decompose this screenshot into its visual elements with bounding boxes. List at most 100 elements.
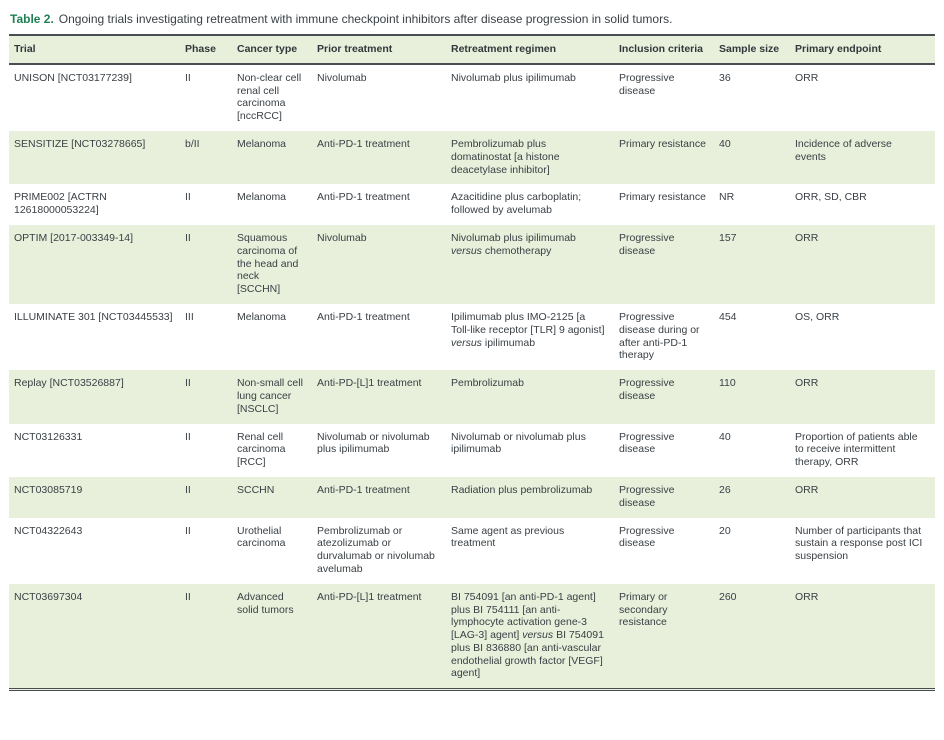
cell-retreatment-regimen: Pembrolizumab <box>451 377 524 390</box>
cell-primary-endpoint: Incidence of adverse events <box>795 137 892 163</box>
cell-retreatment-regimen: BI 754091 [an anti-PD-1 agent] plus BI 7… <box>451 590 604 680</box>
cell-sample-size: 40 <box>719 137 731 150</box>
cell-cancer-type: Urothelial carcinoma <box>237 524 286 550</box>
cell-primary-endpoint: ORR <box>795 71 819 84</box>
table-caption-label: Table 2. <box>10 12 54 26</box>
cell-retreatment-regimen: Same agent as previous treatment <box>451 524 565 550</box>
cell-prior-treatment: Anti-PD-[L]1 treatment <box>317 377 422 390</box>
cell-prior-treatment: Nivolumab or nivolumab plus ipilimumab <box>317 430 430 456</box>
table-row: ILLUMINATE 301 [NCT03445533] III Melanom… <box>9 304 935 370</box>
cell-prior-treatment: Anti-PD-1 treatment <box>317 483 410 496</box>
cell-prior-treatment: Anti-PD-1 treatment <box>317 191 410 204</box>
cell-trial: SENSITIZE [NCT03278665] <box>14 137 146 150</box>
col-header-prior-treatment: Prior treatment <box>317 35 451 65</box>
cell-trial: NCT03085719 <box>14 483 83 496</box>
table-row: Replay [NCT03526887] II Non-small cell l… <box>9 370 935 424</box>
cell-primary-endpoint: ORR <box>795 483 819 496</box>
cell-sample-size: 110 <box>719 377 736 390</box>
trials-table: Trial Phase Cancer type Prior treatment … <box>9 34 935 692</box>
cell-sample-size: 40 <box>719 430 731 443</box>
cell-prior-treatment: Anti-PD-[L]1 treatment <box>317 590 422 603</box>
cell-primary-endpoint: ORR <box>795 377 819 390</box>
col-header-phase: Phase <box>185 35 237 65</box>
cell-inclusion-criteria: Progressive disease during or after anti… <box>619 310 700 362</box>
cell-cancer-type: SCCHN <box>237 483 275 496</box>
cell-primary-endpoint: ORR <box>795 231 819 244</box>
paper-table-page: Table 2. Ongoing trials investigating ret… <box>9 12 935 692</box>
cell-sample-size: 260 <box>719 590 737 603</box>
cell-inclusion-criteria: Progressive disease <box>619 71 675 97</box>
cell-phase: II <box>185 590 191 603</box>
cell-trial: NCT04322643 <box>14 524 83 537</box>
cell-inclusion-criteria: Primary resistance <box>619 191 706 204</box>
cell-sample-size: 454 <box>719 310 737 323</box>
col-header-trial: Trial <box>9 35 185 65</box>
cell-inclusion-criteria: Primary resistance <box>619 137 706 150</box>
cell-phase: II <box>185 377 191 390</box>
cell-trial: NCT03126331 <box>14 430 83 443</box>
cell-prior-treatment: Nivolumab <box>317 71 367 84</box>
cell-prior-treatment: Anti-PD-1 treatment <box>317 137 410 150</box>
table-row: NCT03085719 II SCCHN Anti-PD-1 treatment… <box>9 476 935 518</box>
cell-phase: II <box>185 71 191 84</box>
cell-phase: II <box>185 430 191 443</box>
cell-retreatment-regimen: Nivolumab or nivolumab plus ipilimumab <box>451 430 586 456</box>
cell-retreatment-regimen: Pembrolizumab plus domatinostat [a histo… <box>451 137 560 176</box>
cell-cancer-type: Non-small cell lung cancer [NSCLC] <box>237 377 303 415</box>
table-row: PRIME002 [ACTRN 12618000053224] II Melan… <box>9 184 935 225</box>
col-header-sample-size: Sample size <box>719 35 795 65</box>
table-body: UNISON [NCT03177239] II Non-clear cell r… <box>9 64 935 690</box>
cell-retreatment-regimen: Ipilimumab plus IMO-2125 [a Toll-like re… <box>451 310 605 349</box>
cell-inclusion-criteria: Progressive disease <box>619 430 675 456</box>
table-row: NCT03126331 II Renal cell carcinoma [RCC… <box>9 424 935 477</box>
cell-retreatment-regimen: Azacitidine plus carboplatin; followed b… <box>451 191 582 217</box>
cell-retreatment-regimen: Nivolumab plus ipilimumab <box>451 71 576 84</box>
cell-inclusion-criteria: Progressive disease <box>619 483 675 509</box>
cell-inclusion-criteria: Primary or secondary resistance <box>619 590 668 629</box>
cell-prior-treatment: Nivolumab <box>317 231 367 244</box>
cell-sample-size: 20 <box>719 524 731 537</box>
cell-sample-size: 26 <box>719 483 731 496</box>
table-caption: Table 2. Ongoing trials investigating ret… <box>10 12 935 27</box>
cell-prior-treatment: Pembrolizumab or atezolizumab or durvalu… <box>317 524 435 575</box>
cell-sample-size: NR <box>719 191 735 204</box>
cell-phase: III <box>185 310 194 323</box>
col-header-retreatment-regimen: Retreatment regimen <box>451 35 619 65</box>
cell-primary-endpoint: Proportion of patients able to receive i… <box>795 430 918 469</box>
cell-primary-endpoint: OS, ORR <box>795 310 840 323</box>
cell-inclusion-criteria: Progressive disease <box>619 524 675 550</box>
cell-phase: b/II <box>185 137 200 150</box>
table-row: OPTIM [2017-003349-14] II Squamous carci… <box>9 224 935 304</box>
cell-trial: Replay [NCT03526887] <box>14 377 124 390</box>
cell-sample-size: 157 <box>719 231 737 244</box>
col-header-cancer-type: Cancer type <box>237 35 317 65</box>
header-row: Trial Phase Cancer type Prior treatment … <box>9 35 935 65</box>
cell-cancer-type: Melanoma <box>237 191 287 204</box>
table-caption-text: Ongoing trials investigating retreatment… <box>58 12 673 26</box>
cell-trial: PRIME002 [ACTRN 12618000053224] <box>14 191 107 217</box>
cell-retreatment-regimen: Nivolumab plus ipilimumab versus chemoth… <box>451 231 576 257</box>
table-row: NCT03697304 II Advanced solid tumors Ant… <box>9 583 935 690</box>
cell-phase: II <box>185 483 191 496</box>
col-header-inclusion-criteria: Inclusion criteria <box>619 35 719 65</box>
cell-inclusion-criteria: Progressive disease <box>619 377 675 402</box>
cell-cancer-type: Melanoma <box>237 310 287 323</box>
cell-phase: II <box>185 191 191 204</box>
cell-retreatment-regimen: Radiation plus pembrolizumab <box>451 483 593 496</box>
cell-cancer-type: Renal cell carcinoma [RCC] <box>237 430 286 469</box>
cell-phase: II <box>185 524 191 537</box>
table-row: UNISON [NCT03177239] II Non-clear cell r… <box>9 64 935 131</box>
cell-trial: NCT03697304 <box>14 590 83 603</box>
cell-trial: UNISON [NCT03177239] <box>14 71 132 84</box>
cell-primary-endpoint: ORR, SD, CBR <box>795 191 867 204</box>
cell-sample-size: 36 <box>719 71 731 84</box>
cell-trial: OPTIM [2017-003349-14] <box>14 231 134 244</box>
cell-primary-endpoint: ORR <box>795 590 819 603</box>
cell-cancer-type: Melanoma <box>237 137 287 150</box>
table-row: NCT04322643 II Urothelial carcinoma Pemb… <box>9 518 935 584</box>
cell-cancer-type: Squamous carcinoma of the head and neck … <box>237 231 299 296</box>
cell-cancer-type: Non-clear cell renal cell carcinoma [ncc… <box>237 71 302 123</box>
col-header-primary-endpoint: Primary endpoint <box>795 35 935 65</box>
cell-cancer-type: Advanced solid tumors <box>237 590 294 616</box>
cell-trial: ILLUMINATE 301 [NCT03445533] <box>14 310 173 323</box>
